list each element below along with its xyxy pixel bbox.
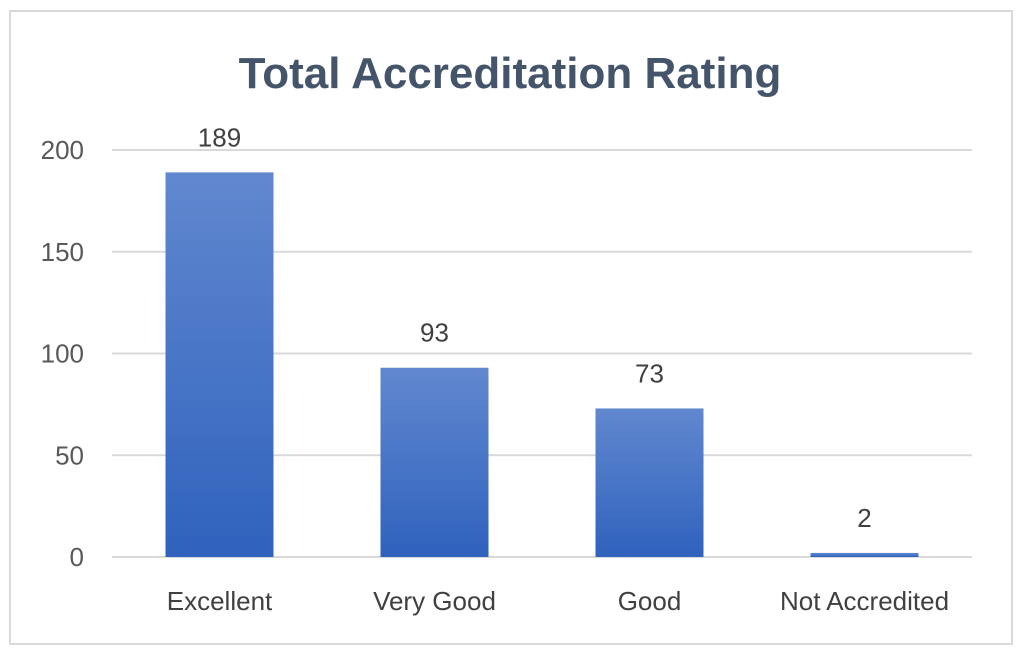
y-tick-label: 100 [41,339,84,369]
y-axis-ticks: 0 50 100 150 200 [41,135,84,572]
data-labels: 189 93 73 2 [198,122,872,533]
y-tick-label: 0 [70,542,84,572]
data-label: 73 [635,358,664,388]
category-label: Very Good [373,586,496,616]
y-tick-label: 200 [41,135,84,165]
data-label: 2 [857,503,871,533]
chart-title: Total Accreditation Rating [239,49,782,98]
y-tick-label: 50 [55,440,84,470]
category-label: Not Accredited [780,586,949,616]
bar-excellent [165,172,274,557]
data-label: 93 [420,318,449,348]
bar-not-accredited [810,552,919,557]
bar-good [595,408,704,557]
data-label: 189 [198,122,241,152]
bar-very-good [380,367,489,557]
bars [165,172,919,557]
x-axis-categories: Excellent Very Good Good Not Accredited [167,586,949,616]
category-label: Good [618,586,682,616]
category-label: Excellent [167,586,273,616]
y-tick-label: 150 [41,237,84,267]
